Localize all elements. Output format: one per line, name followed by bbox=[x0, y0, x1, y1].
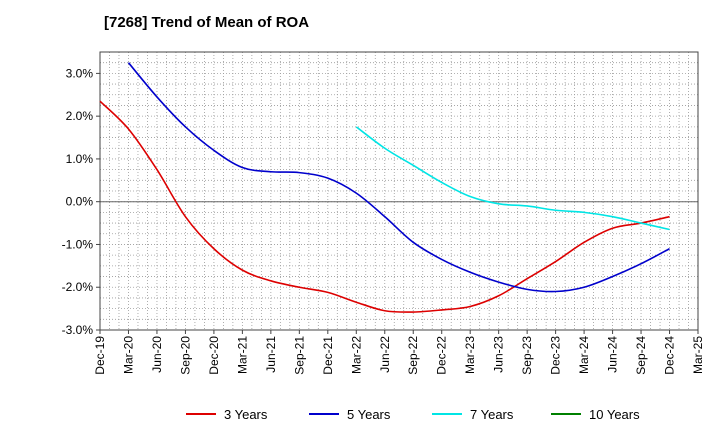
x-tick-label: Jun-23 bbox=[492, 336, 506, 373]
x-tick-label: Sep-21 bbox=[292, 336, 306, 375]
legend-label-10-years: 10 Years bbox=[589, 407, 640, 422]
x-tick-label: Dec-21 bbox=[321, 336, 335, 375]
x-tick-label: Mar-22 bbox=[349, 336, 363, 374]
y-tick-label: -1.0% bbox=[62, 237, 94, 251]
y-tick-label: 2.0% bbox=[66, 109, 94, 123]
y-tick-label: -3.0% bbox=[62, 323, 94, 337]
series-line-7-years bbox=[355, 126, 670, 231]
x-tick-label: Dec-20 bbox=[207, 336, 221, 375]
legend-label-3-years: 3 Years bbox=[224, 407, 268, 422]
x-tick-label: Dec-24 bbox=[663, 336, 677, 375]
y-tick-label: 3.0% bbox=[66, 66, 94, 80]
x-tick-label: Mar-20 bbox=[121, 336, 135, 374]
x-tick-label: Jun-20 bbox=[150, 336, 164, 373]
x-tick-label: Mar-24 bbox=[577, 336, 591, 374]
x-tick-label: Sep-22 bbox=[406, 336, 420, 375]
x-tick-label: Jun-24 bbox=[606, 336, 620, 373]
x-tick-label: Jun-21 bbox=[264, 336, 278, 373]
legend-label-7-years: 7 Years bbox=[470, 407, 514, 422]
x-tick-label: Mar-21 bbox=[235, 336, 249, 374]
plot-area bbox=[100, 52, 698, 330]
x-tick-label: Sep-23 bbox=[520, 336, 534, 375]
y-tick-label: 1.0% bbox=[66, 152, 94, 166]
y-tick-label: 0.0% bbox=[66, 195, 94, 209]
series-line-5-years bbox=[127, 62, 670, 293]
x-tick-label: Sep-20 bbox=[178, 336, 192, 375]
x-tick-label: Sep-24 bbox=[634, 336, 648, 375]
legend-label-5-years: 5 Years bbox=[347, 407, 391, 422]
chart-title: [7268] Trend of Mean of ROA bbox=[104, 14, 310, 31]
series-line-3-years bbox=[99, 100, 670, 313]
x-tick-label: Mar-25 bbox=[691, 336, 705, 374]
x-tick-label: Dec-19 bbox=[93, 336, 107, 375]
x-tick-label: Jun-22 bbox=[378, 336, 392, 373]
x-tick-label: Dec-22 bbox=[435, 336, 449, 375]
x-tick-label: Mar-23 bbox=[463, 336, 477, 374]
x-tick-label: Dec-23 bbox=[549, 336, 563, 375]
plot-frame bbox=[99, 51, 699, 331]
y-tick-label: -2.0% bbox=[62, 280, 94, 294]
